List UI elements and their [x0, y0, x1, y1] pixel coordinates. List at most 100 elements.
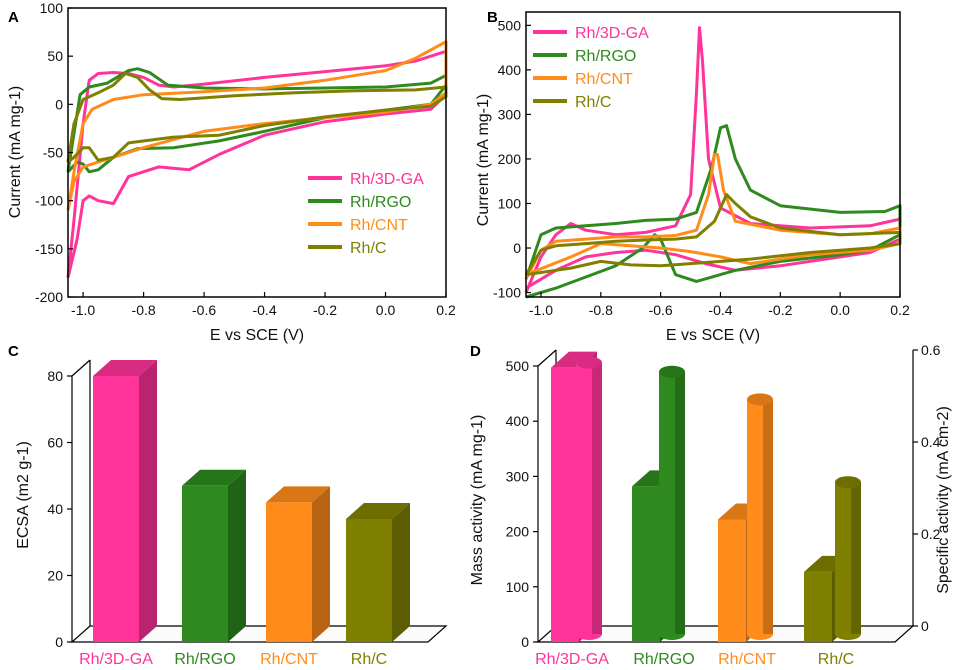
b-x-tick-label: 0.0 — [830, 302, 850, 318]
panel-c-bar-rh-3d-ga-side — [139, 360, 157, 642]
panel-label-b: B — [487, 9, 498, 26]
panel-c-y-tick-label: 60 — [47, 435, 63, 451]
panel-c-category-label: Rh/CNT — [260, 651, 318, 668]
panel-d-specific-bar-rh-rgo-shade — [675, 371, 685, 634]
panel-d-specific-bar-rh-c-top — [835, 476, 861, 489]
panel-c-bar-rh-cnt-side — [312, 486, 330, 642]
panel-b-frame — [525, 11, 901, 298]
panel-d-specific-bar-rh-cnt-top — [747, 393, 773, 406]
b-legend-label: Rh/C — [575, 94, 611, 111]
panel-a-y-ticks: -200 -150 -100 -50 0 50 100 — [35, 0, 73, 305]
panel-d-y-right-tick-label: 0.2 — [921, 526, 941, 542]
panel-a-x-label: E vs SCE (V) — [210, 327, 304, 344]
panel-c: C 0 20 40 60 80 Rh/3D-GA Rh/RGO Rh/CNT Rh/C ECS… — [8, 343, 448, 668]
a-y-tick-label: -150 — [35, 241, 63, 257]
a-x-tick-label: -0.6 — [192, 302, 216, 318]
panel-d-y-tick-label: 500 — [506, 358, 530, 374]
b-x-tick-label: 0.2 — [890, 302, 910, 318]
panel-c-bar-rh-rgo-front — [182, 485, 228, 642]
panel-c-axis-cap — [71, 359, 91, 377]
b-y-tick-label: 500 — [498, 17, 522, 33]
panel-d-specific-bar-rh-3d-ga-shade — [592, 362, 602, 634]
panel-d-y-label-right: Specific activity (mA cm-2) — [935, 406, 952, 594]
panel-c-bar-rh-rgo-top — [182, 469, 246, 486]
panel-d-y-right-tick-label: 0 — [921, 618, 929, 634]
panel-d-category-label: Rh/CNT — [718, 651, 776, 668]
panel-d-y-ticks: 0 100 200 300 400 500 — [506, 358, 538, 650]
b-x-tick-label: -0.8 — [589, 302, 613, 318]
panel-label-a: A — [8, 9, 19, 26]
b-legend-label: Rh/RGO — [575, 48, 636, 65]
panel-d-specific-bar-rh-3d-ga — [576, 356, 602, 640]
panel-c-bar-rh-3d-ga-front — [93, 376, 139, 642]
b-y-tick-label: 0 — [513, 240, 521, 256]
a-y-tick-label: 100 — [40, 0, 64, 16]
a-x-tick-label: -0.4 — [252, 302, 276, 318]
panel-c-bar-rh-rgo — [182, 469, 246, 642]
panel-c-y-tick-label: 20 — [47, 568, 63, 584]
panel-c-y-ticks: 0 20 40 60 80 — [47, 368, 72, 650]
panel-b-legend: Rh/3D-GA Rh/RGO Rh/CNT Rh/C — [533, 25, 649, 111]
panel-d-y-tick-label: 400 — [506, 413, 530, 429]
a-legend-label: Rh/C — [350, 240, 386, 257]
a-legend-label: Rh/CNT — [350, 217, 408, 234]
panel-c-bar-rh-cnt-top — [266, 486, 330, 503]
panel-c-y-tick-label: 0 — [55, 634, 63, 650]
a-y-tick-label: -200 — [35, 289, 63, 305]
panel-c-y-tick-label: 40 — [47, 501, 63, 517]
b-y-tick-label: 300 — [498, 106, 522, 122]
a-legend-label: Rh/3D-GA — [350, 171, 424, 188]
panel-d-specific-bar-rh-c — [835, 476, 861, 640]
panel-c-bar-rh-c-side — [392, 502, 410, 642]
panel-b-y-label: Current (mA mg-1) — [475, 94, 492, 226]
b-series-rh-rgo — [524, 124, 902, 299]
panel-c-category-label: Rh/RGO — [174, 651, 235, 668]
b-x-tick-label: -0.2 — [768, 302, 792, 318]
panel-b-plot — [524, 26, 902, 299]
a-x-tick-label: 0.2 — [436, 302, 456, 318]
panel-c-bar-rh-c-front — [346, 518, 392, 642]
b-legend-label: Rh/3D-GA — [575, 25, 649, 42]
b-legend-label: Rh/CNT — [575, 71, 633, 88]
panel-c-bar-rh-rgo-side — [228, 469, 246, 642]
panel-d-y-tick-label: 100 — [506, 579, 530, 595]
panel-c-bars — [93, 360, 410, 642]
panel-a-plot — [66, 40, 448, 279]
a-y-tick-label: -100 — [35, 193, 63, 209]
panel-d-mass-bar-rh-c-front — [804, 571, 832, 642]
a-y-tick-label: 0 — [55, 96, 63, 112]
panel-b-x-ticks: -1.0 -0.8 -0.6 -0.4 -0.2 0.0 0.2 — [529, 292, 910, 318]
panel-d-specific-bar-rh-cnt — [747, 393, 773, 640]
a-y-tick-label: 50 — [47, 48, 63, 64]
panel-d-y-right-tick-label: 0.4 — [921, 434, 941, 450]
b-x-tick-label: -0.4 — [708, 302, 732, 318]
panel-c-bar-rh-3d-ga — [93, 360, 157, 642]
panel-c-bar-rh-3d-ga-top — [93, 360, 157, 376]
b-y-tick-label: 400 — [498, 62, 522, 78]
a-x-tick-label: -0.8 — [132, 302, 156, 318]
a-x-tick-label: -1.0 — [71, 302, 95, 318]
b-series-rh-3d-ga — [524, 26, 902, 294]
panel-c-category-label: Rh/C — [351, 651, 387, 668]
panel-c-y-label: ECSA (m2 g-1) — [15, 441, 32, 549]
panel-c-bar-rh-c-top — [346, 502, 410, 519]
panel-a-x-ticks: -1.0 -0.8 -0.6 -0.4 -0.2 0.0 0.2 — [71, 292, 456, 318]
panel-c-category-label: Rh/3D-GA — [79, 651, 153, 668]
panel-d-axis-cap — [537, 349, 557, 367]
a-series-rh-rgo — [66, 67, 448, 174]
panel-d-bars — [551, 351, 861, 642]
a-x-tick-label: 0.0 — [376, 302, 396, 318]
panel-c-y-tick-label: 80 — [47, 368, 63, 384]
panel-b-x-label: E vs SCE (V) — [666, 327, 760, 344]
panel-d-mass-bar-rh-rgo-front — [632, 486, 660, 642]
panel-d-y-label: Mass activity (mA mg-1) — [469, 415, 486, 586]
panel-a: A -1.0 -0.8 -0.6 -0.4 -0.2 0.0 0.2 -200 -150 -10… — [7, 0, 456, 344]
a-legend-label: Rh/RGO — [350, 194, 411, 211]
b-y-tick-label: 200 — [498, 151, 522, 167]
a-y-tick-label: -50 — [43, 145, 63, 161]
panel-d-mass-bar-rh-cnt-front — [718, 519, 746, 642]
a-x-tick-label: -0.2 — [313, 302, 337, 318]
panel-b: B -1.0 -0.8 -0.6 -0.4 -0.2 0.0 0.2 -100 0 100 200… — [475, 9, 910, 344]
panel-d-specific-bar-rh-3d-ga-top — [576, 356, 602, 369]
